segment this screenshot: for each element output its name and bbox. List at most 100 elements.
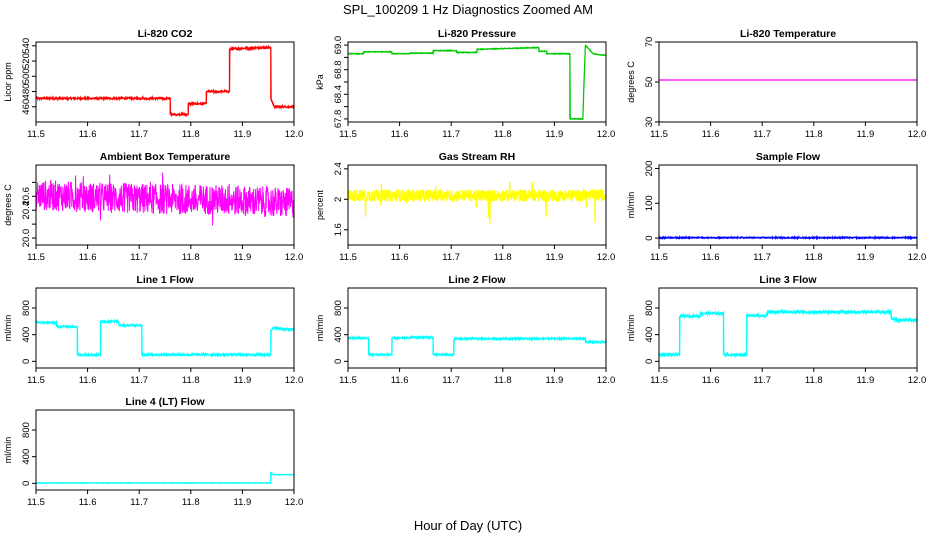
series-line [36, 471, 294, 485]
chart-title: Li-820 Temperature [740, 28, 836, 40]
x-tick-label: 11.5 [27, 375, 45, 386]
x-tick-label: 11.9 [234, 129, 252, 140]
y-axis-label: percent [315, 189, 325, 220]
x-tick-label: 11.8 [494, 129, 512, 140]
y-tick-label: 0 [644, 235, 655, 240]
x-tick-label: 11.8 [805, 252, 823, 263]
x-tick-label: 11.8 [494, 252, 512, 263]
y-tick-label: 70 [644, 37, 655, 48]
y-tick-label: 800 [333, 300, 344, 316]
y-tick-label: 400 [644, 327, 655, 343]
y-tick-label: 0 [21, 359, 32, 364]
x-tick-label: 11.5 [27, 252, 45, 263]
x-tick-label: 11.6 [79, 129, 97, 140]
x-tick-label: 11.6 [702, 129, 720, 140]
y-tick-label: 0 [21, 481, 32, 486]
plot-frame [658, 41, 918, 123]
x-tick-label: 12.0 [908, 252, 927, 263]
plot-frame [658, 164, 918, 246]
x-tick-label: 11.5 [650, 375, 668, 386]
x-tick-label: 11.7 [130, 129, 148, 140]
y-tick-label: 1.6 [333, 223, 344, 236]
series-line [36, 44, 294, 118]
y-axis-label: ml/min [3, 437, 13, 464]
plot-frame [35, 287, 295, 369]
y-axis-label: kPa [315, 74, 325, 90]
x-tick-label: 11.8 [182, 129, 200, 140]
y-tick-label: 480 [21, 84, 32, 100]
chart-panel-8: Line 2 Flow 11.5 11.6 11.7 11.8 11.9 12.0 0 400 8… [315, 274, 615, 386]
series-line [348, 334, 606, 358]
plot-frame [658, 287, 918, 369]
series-line [36, 172, 294, 226]
x-tick-label: 11.5 [339, 252, 357, 263]
chart-panel-4: Ambient Box Temperature 11.5 11.6 11.7 11.8 1… [3, 151, 303, 263]
figure-title: SPL_100209 1 Hz Diagnostics Zoomed AM [342, 2, 594, 17]
x-tick-label: 11.8 [494, 375, 512, 386]
y-axis-label: ml/min [626, 315, 636, 342]
y-tick-label: 68.4 [333, 85, 344, 104]
x-tick-label: 11.5 [650, 252, 668, 263]
y-tick-label: 800 [21, 300, 32, 316]
series-line [659, 234, 917, 241]
x-tick-label: 11.9 [546, 129, 564, 140]
x-tick-label: 11.8 [805, 129, 823, 140]
x-tick-label: 11.9 [546, 252, 564, 263]
y-tick-label: 0 [333, 359, 344, 364]
x-tick-label: 11.8 [182, 497, 200, 508]
y-tick-label: 200 [644, 161, 655, 177]
x-tick-label: 11.7 [130, 252, 148, 263]
x-tick-label: 12.0 [597, 129, 616, 140]
x-tick-label: 11.6 [702, 252, 720, 263]
x-tick-label: 11.9 [857, 375, 875, 386]
y-tick-label: 68.8 [333, 60, 344, 79]
x-tick-label: 11.7 [753, 129, 771, 140]
y-tick-label: 400 [21, 327, 32, 343]
series-line [348, 181, 606, 225]
x-tick-label: 11.6 [79, 375, 97, 386]
y-tick-label: 400 [21, 449, 32, 465]
chart-title: Li-820 CO2 [138, 28, 193, 40]
chart-panel-9: Line 3 Flow 11.5 11.6 11.7 11.8 11.9 12.0 0 400 8… [626, 274, 926, 386]
y-tick-label: 400 [333, 327, 344, 343]
x-tick-label: 11.7 [130, 497, 148, 508]
x-tick-label: 12.0 [597, 252, 616, 263]
x-tick-label: 11.9 [857, 129, 875, 140]
y-tick-label: 2.4 [333, 162, 344, 175]
chart-title: Gas Stream RH [439, 151, 515, 163]
plot-frame [347, 287, 607, 369]
y-tick-label: 67.8 [333, 110, 344, 129]
chart-panel-5: Gas Stream RH 11.5 11.6 11.7 11.8 11.9 12.0 1.6… [315, 151, 615, 263]
x-tick-label: 11.9 [546, 375, 564, 386]
x-tick-label: 12.0 [597, 375, 616, 386]
y-tick-label: 30 [644, 117, 655, 128]
x-tick-label: 11.7 [442, 375, 460, 386]
y-tick-label: 69.0 [333, 36, 344, 55]
series-line [36, 318, 294, 358]
y-axis-label: ml/min [315, 315, 325, 342]
chart-panel-10: Line 4 (LT) Flow 11.5 11.6 11.7 11.8 11.9 12.0… [3, 396, 303, 508]
x-tick-label: 12.0 [285, 375, 304, 386]
chart-title: Line 3 Flow [759, 274, 817, 286]
y-axis-label: ml/min [626, 192, 636, 219]
x-tick-label: 11.6 [391, 375, 409, 386]
x-tick-label: 11.8 [182, 375, 200, 386]
chart-panel-1: Li-820 CO2 11.5 11.6 11.7 11.8 11.9 12.0 460480… [3, 28, 303, 140]
chart-panel-3: Li-820 Temperature 11.5 11.6 11.7 11.8 11.9 12… [626, 28, 926, 140]
y-tick-label: 20.0 [21, 229, 32, 248]
x-tick-label: 11.5 [339, 375, 357, 386]
chart-title: Line 4 (LT) Flow [125, 396, 205, 408]
y-tick-label: 540 [21, 38, 32, 54]
plot-frame [347, 164, 607, 246]
x-tick-label: 11.5 [339, 129, 357, 140]
x-tick-label: 11.6 [79, 252, 97, 263]
x-tick-label: 11.9 [857, 252, 875, 263]
x-tick-label: 11.7 [442, 252, 460, 263]
x-tick-label: 11.8 [182, 252, 200, 263]
x-tick-label: 12.0 [285, 129, 304, 140]
y-tick-label: 2 [333, 197, 344, 202]
y-tick-label: 100 [644, 195, 655, 211]
chart-title: Line 2 Flow [448, 274, 506, 286]
